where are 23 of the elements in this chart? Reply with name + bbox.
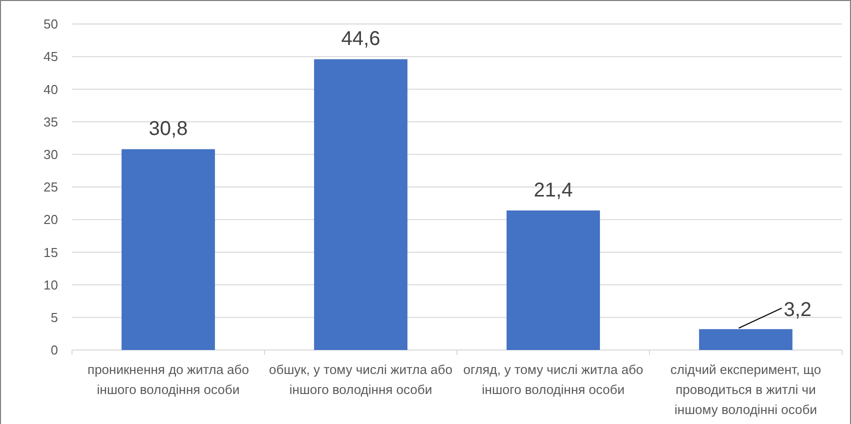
y-tick-label: 45: [44, 49, 58, 64]
bar: [506, 210, 600, 350]
data-label: 3,2: [784, 299, 812, 322]
data-label: 44,6: [341, 28, 380, 50]
y-tick-label: 0: [50, 342, 58, 358]
y-tick-label: 10: [44, 277, 58, 292]
bar: [314, 59, 408, 350]
y-tick-label: 20: [44, 212, 58, 228]
y-tick-label: 50: [44, 16, 58, 32]
y-tick-label: 30: [44, 146, 58, 162]
data-label: 21,4: [534, 179, 573, 202]
y-tick-label: 25: [44, 180, 58, 195]
y-tick-label: 35: [44, 114, 58, 130]
x-tick-label: огляд, у тому числі житла або іншого володіння особи: [463, 362, 644, 397]
x-tick-label: обшук, у тому числі житла або іншого володіння особи: [269, 362, 452, 397]
y-tick-label: 5: [50, 310, 58, 325]
x-tick-label: слідчий експеримент, що проводиться в житлі чи іншому володінні особи: [670, 362, 822, 417]
bar: [699, 329, 792, 350]
y-tick-label: 40: [44, 82, 58, 97]
x-tick-label: проникнення до житла або іншого володіння особи: [88, 362, 249, 397]
data-label: 30,8: [148, 118, 188, 140]
bar: [122, 149, 215, 350]
y-tick-label: 15: [44, 244, 58, 260]
